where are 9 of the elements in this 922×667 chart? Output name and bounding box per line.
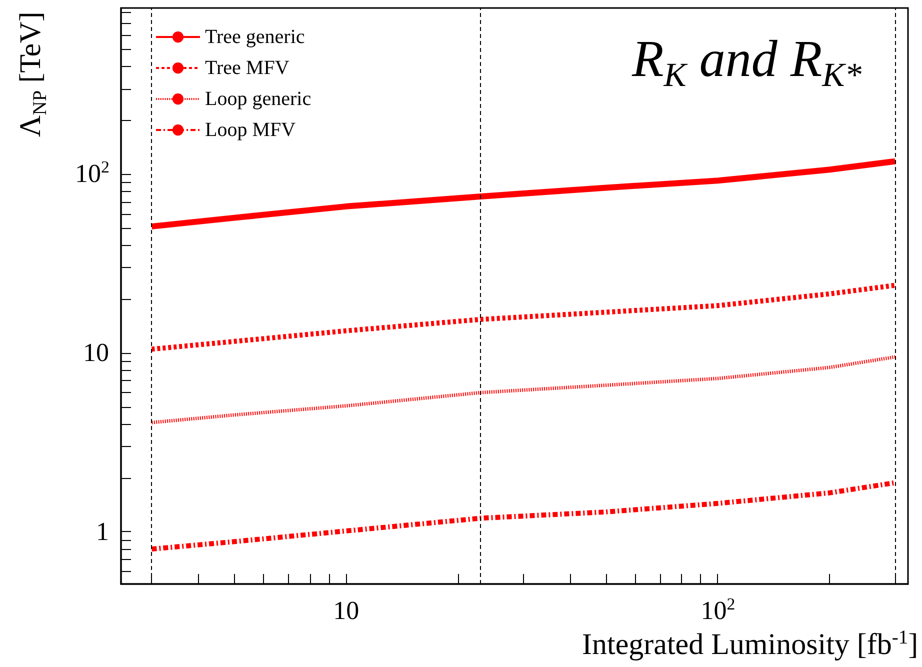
y-tick-label: 1 xyxy=(96,516,109,546)
y-tick-label: 10 xyxy=(83,338,109,367)
text: R$_{K}$ and R$_{K*}$ xyxy=(630,30,863,94)
legend-label: Loop MFV xyxy=(205,119,296,141)
legend-label: Loop generic xyxy=(205,88,312,110)
x-axis-title: Integrated Luminosity [fb$^{-1}$] xyxy=(582,627,918,661)
legend-label: Tree MFV xyxy=(205,57,290,79)
legend-label: Tree generic xyxy=(205,26,305,48)
y-tick-label: 10$^{2}$ xyxy=(75,158,110,188)
